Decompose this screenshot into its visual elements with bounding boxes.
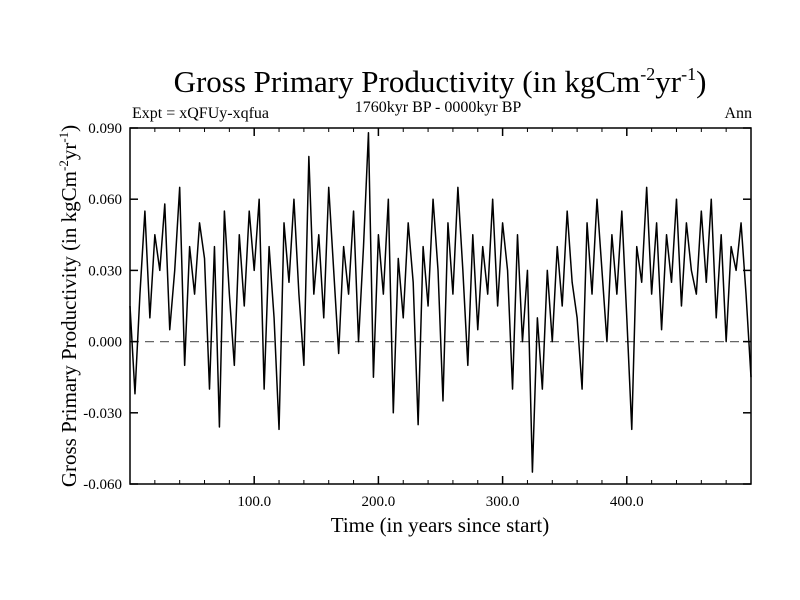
chart-title: Gross Primary Productivity (in kgCm-2yr-…: [174, 64, 707, 99]
y-tick-label: -0.030: [83, 406, 122, 422]
season-label: Ann: [724, 105, 752, 122]
y-tick-label: 0.060: [88, 192, 122, 208]
y-axis-label: Gross Primary Productivity (in kgCm-2yr-…: [56, 125, 81, 487]
x-tick-label: 300.0: [486, 494, 520, 510]
y-tick-label: 0.030: [88, 263, 122, 279]
period-subtitle: 1760kyr BP - 0000kyr BP: [355, 99, 522, 116]
x-tick-label: 200.0: [362, 494, 396, 510]
y-tick-label: 0.090: [88, 121, 122, 137]
x-tick-label: 400.0: [610, 494, 644, 510]
gpp-series-line: [129, 132, 752, 473]
axis-ticks: -0.060 -0.030 0.000 0.030 0.060 0.090 100.0 200…: [83, 121, 751, 510]
x-axis-label: Time (in years since start): [331, 513, 550, 537]
x-tick-label: 100.0: [237, 494, 271, 510]
y-tick-label: 0.000: [88, 335, 122, 351]
experiment-label: Expt = xQFUy-xqfua: [132, 105, 269, 122]
y-tick-label: -0.060: [83, 477, 122, 493]
